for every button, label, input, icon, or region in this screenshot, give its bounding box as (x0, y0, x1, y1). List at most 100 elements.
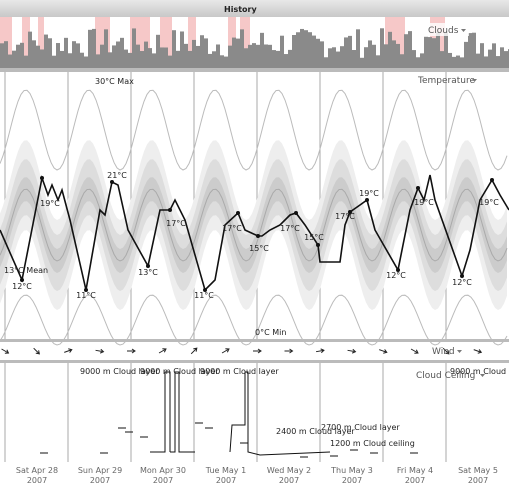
cloud-bar (208, 53, 212, 68)
mean-line (0, 188, 508, 262)
cloud-bar (80, 52, 84, 68)
cloud-bar (4, 41, 8, 68)
cloud-bar (40, 49, 44, 68)
cloud-bar (436, 31, 440, 68)
arrow-shape (221, 348, 230, 354)
arrow-shape (473, 349, 483, 354)
cloud-bar (428, 37, 432, 68)
cloud-bar (188, 50, 192, 68)
cloud-bar (116, 41, 120, 68)
year-label: 2007 (279, 476, 299, 485)
cloud-bar (476, 53, 480, 68)
temperature-point-label: 11°C (76, 291, 96, 300)
cloud-bar (424, 36, 428, 68)
ceiling-annotation: 9000 m Cloud layer (80, 367, 159, 376)
ceiling-spike (150, 371, 195, 453)
wind-label: Wind (432, 347, 455, 357)
cloud-bar (92, 28, 96, 69)
min-label: 0°C Min (255, 328, 286, 337)
day-label: Sun Apr 29 (78, 466, 122, 475)
cloud-bar (328, 48, 332, 68)
cloud-bar (264, 44, 268, 68)
cloud-bar (284, 54, 288, 68)
cloud-bar (164, 47, 168, 68)
day-label: Fri May 4 (397, 466, 433, 475)
day-label: Mon Apr 30 (140, 466, 186, 475)
temperature-point (146, 264, 150, 268)
arrow-shape (284, 348, 294, 354)
cloud-bar (140, 51, 144, 68)
cloud-bar (224, 56, 228, 68)
temperature-point (20, 278, 24, 282)
cloud-bar (276, 50, 280, 68)
cloud-bar (308, 32, 312, 68)
cloud-bar (336, 51, 340, 68)
temperature-point-label: 17°C (280, 224, 300, 233)
temperature-point (294, 211, 298, 215)
cloud-bar (220, 55, 224, 68)
clouds-label: Clouds (428, 26, 459, 36)
cloud-bar (456, 55, 460, 68)
cloud-bar (256, 44, 260, 68)
wind-arrow (33, 347, 40, 355)
year-label: 2007 (27, 476, 47, 485)
day-label: Tue May 1 (205, 466, 246, 475)
cloud-bar (332, 47, 336, 68)
cloud-bar (108, 52, 112, 68)
cloud-bar (228, 45, 232, 68)
wind-panel: Wind (1, 347, 483, 357)
header-bar (0, 0, 509, 17)
cloud-bar (196, 45, 200, 68)
dropdown (461, 29, 466, 32)
wind-arrow (315, 348, 325, 354)
temperature-point (110, 180, 114, 184)
wind-arrow (410, 348, 419, 354)
cloud-bar (100, 44, 104, 68)
cloud-bar (296, 32, 300, 68)
arrow-shape (190, 347, 198, 355)
temperature-point (168, 208, 172, 212)
cloud-bar (440, 51, 444, 68)
cloud-bar (452, 56, 456, 68)
cloud-bar (272, 50, 276, 68)
ceiling-annotation: 9000 m Cloud layer (140, 367, 219, 376)
cloud-bar (340, 46, 344, 68)
cloud-bar (212, 51, 216, 68)
cloud-bar (268, 44, 272, 68)
cloud-bar (260, 32, 264, 68)
temperature-point-label: 12°C (12, 282, 32, 291)
temperature-point (365, 198, 369, 202)
temperature-point-label: 12°C (386, 271, 406, 280)
cloud-bar (392, 40, 396, 68)
temperature-point-label: 15°C (304, 233, 324, 242)
arrow-shape (315, 348, 325, 354)
cloud-bar (464, 41, 468, 68)
ceiling-annotation: 2700 m Cloud layer (321, 423, 400, 432)
cloud-bar (76, 43, 80, 68)
cloud-bar (480, 43, 484, 68)
year-label: 2007 (342, 476, 362, 485)
arrow-shape (1, 348, 10, 354)
cloud-bar (180, 31, 184, 68)
wind-arrow (95, 348, 105, 354)
cloud-bar (404, 34, 408, 68)
cloud-bar (492, 43, 496, 68)
temperature-point-label: 19°C (40, 199, 60, 208)
wind-arrow (190, 347, 198, 355)
cloud-bar (496, 56, 500, 68)
cloud-bar (504, 51, 508, 68)
cloud-bar (320, 41, 324, 68)
temperature-point-label: 17°C (166, 219, 186, 228)
arrow-shape (95, 348, 105, 354)
cloud-bar (124, 49, 128, 68)
day-label: Sat May 5 (458, 466, 498, 475)
cloud-bar (324, 57, 328, 68)
temperature-line (0, 174, 509, 292)
wind-arrow (158, 348, 167, 354)
cloud-bar (136, 44, 140, 68)
cloud-bar (20, 42, 24, 68)
cloud-bar (352, 49, 356, 68)
cloud-bar (156, 34, 160, 68)
